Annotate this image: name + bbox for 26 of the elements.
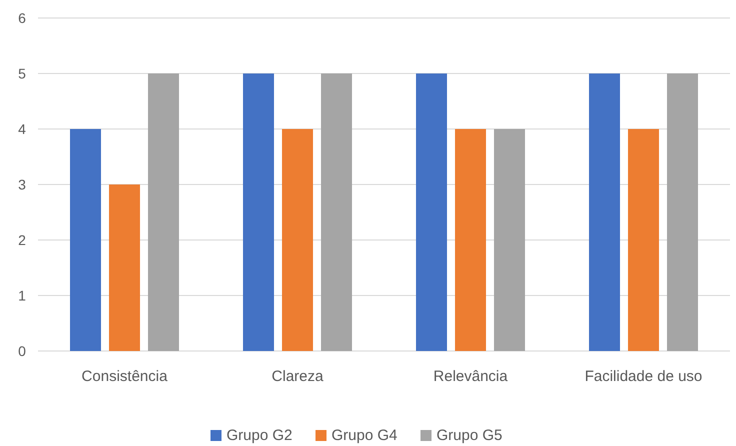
y-tick-label: 2 [18, 232, 26, 248]
legend-label: Grupo G2 [226, 427, 292, 444]
bar [416, 74, 447, 351]
bar [589, 74, 620, 351]
bar [494, 129, 525, 351]
x-tick-label: Clareza [272, 368, 324, 385]
bar [321, 74, 352, 351]
y-tick-label: 4 [18, 120, 26, 137]
x-tick-label: Relevância [433, 368, 508, 385]
bar [109, 184, 140, 351]
y-tick-label: 3 [18, 176, 26, 192]
y-tick-label: 0 [18, 342, 26, 359]
bar [70, 129, 101, 351]
x-tick-label: Consistência [82, 368, 168, 385]
legend-label: Grupo G5 [436, 427, 502, 444]
bar [148, 74, 179, 351]
y-tick-label: 1 [18, 287, 26, 304]
y-tick-label: 5 [18, 65, 26, 82]
bar [628, 129, 659, 351]
bar [455, 129, 486, 351]
bar [282, 129, 313, 351]
bar [243, 74, 274, 351]
y-tick-label: 6 [18, 10, 26, 26]
x-tick-label: Facilidade de uso [584, 368, 702, 385]
legend-label: Grupo G4 [332, 427, 398, 444]
bar [667, 74, 698, 351]
